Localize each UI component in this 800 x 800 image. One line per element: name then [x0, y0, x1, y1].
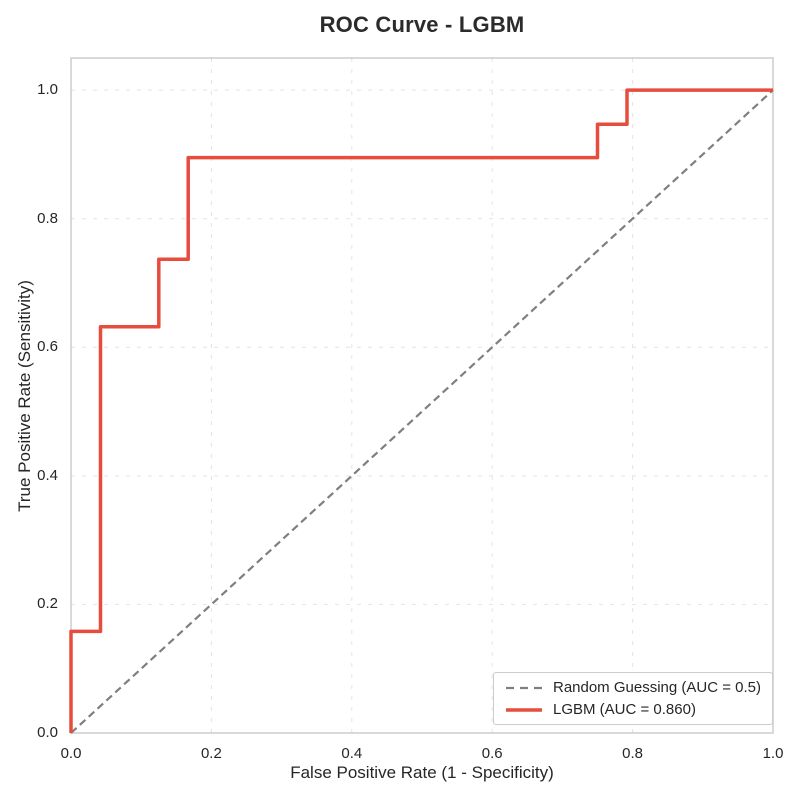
y-axis-label: True Positive Rate (Sensitivity) [15, 280, 34, 512]
legend-label-lgbm: LGBM (AUC = 0.860) [552, 701, 696, 718]
y-tick-label: 1.0 [37, 81, 58, 99]
y-tick-label: 0.8 [37, 209, 58, 227]
x-tick-label: 0.2 [200, 745, 222, 762]
legend-label-random-guessing: Random Guessing (AUC = 0.5) [552, 679, 761, 696]
y-tick-label: 0.2 [37, 595, 58, 613]
solid-line-swatch [505, 707, 542, 712]
y-tick-label: 0.4 [37, 466, 58, 484]
legend-item-lgbm: LGBM (AUC = 0.860) [504, 701, 761, 718]
x-tick-label: 0.0 [60, 745, 82, 762]
x-tick-label: 0.8 [622, 745, 644, 762]
chart-title: ROC Curve - LGBM [319, 12, 525, 37]
x-tick-label: 0.4 [341, 745, 363, 762]
dashed-line-swatch [505, 686, 542, 689]
legend-item-random-guessing: Random Guessing (AUC = 0.5) [504, 679, 761, 696]
x-axis-label: False Positive Rate (1 - Specificity) [290, 763, 554, 782]
x-tick-label: 1.0 [762, 745, 784, 762]
legend: Random Guessing (AUC = 0.5) LGBM (AUC = … [492, 672, 773, 725]
y-tick-label: 0.6 [37, 338, 58, 356]
x-tick-label: 0.6 [481, 745, 503, 762]
y-tick-label: 0.0 [37, 724, 58, 741]
